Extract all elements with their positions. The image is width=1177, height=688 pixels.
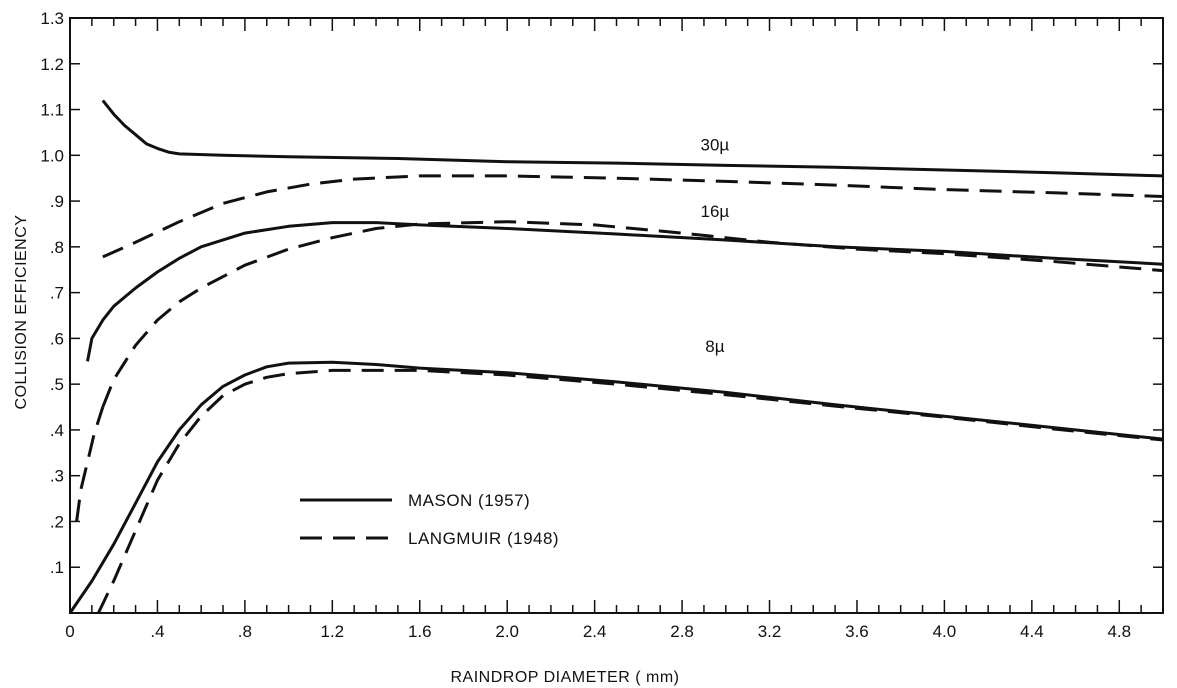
- y-tick-label: .2: [50, 512, 64, 531]
- mason-curve: [68, 360, 1164, 614]
- axis-tick-labels: 0 .4 .8 1.2 1.6 2.0 2.4 2.8 3.2 3.6 4.0 4.4 4.8 .1 .2.…: [40, 9, 1131, 641]
- x-tick-label: 3.2: [758, 622, 782, 641]
- x-tick-label: .8: [238, 622, 252, 641]
- plot-frame: [69, 17, 1164, 614]
- y-axis-title: COLLISION EFFICIENCY: [13, 215, 30, 410]
- x-tick-label: 0: [65, 622, 74, 641]
- legend-label: LANGMUIR (1948): [408, 529, 559, 548]
- curve-label: 16µ: [701, 202, 730, 221]
- y-tick-label: .7: [50, 284, 64, 303]
- legend: MASON (1957) LANGMUIR (1948): [300, 491, 559, 548]
- y-tick-label: .8: [50, 238, 64, 257]
- y-tick-label: .5: [50, 375, 64, 394]
- x-tick-label: 2.0: [495, 622, 519, 641]
- y-tick-label: .1: [50, 558, 64, 577]
- x-axis-title: RAINDROP DIAMETER ( mm): [451, 669, 680, 686]
- curve-label: 8µ: [705, 337, 724, 356]
- x-tick-label: 2.8: [670, 622, 694, 641]
- y-tick-label: .4: [50, 421, 64, 440]
- langmuir-curve: [102, 174, 1164, 259]
- y-tick-label: 1.3: [40, 9, 64, 28]
- y-tick-label: .9: [50, 192, 64, 211]
- x-tick-label: 4.0: [933, 622, 957, 641]
- mason-curve: [86, 221, 1164, 362]
- x-tick-label: 1.2: [320, 622, 344, 641]
- x-tick-label: 2.4: [583, 622, 607, 641]
- y-tick-label: .6: [50, 329, 64, 348]
- x-tick-label: 4.8: [1107, 622, 1131, 641]
- x-tick-label: 3.6: [845, 622, 869, 641]
- langmuir-curve: [97, 368, 1164, 614]
- langmuir-curve: [75, 406, 105, 522]
- curves: [68, 99, 1164, 614]
- mason-curve: [101, 99, 1164, 178]
- plot-border: [69, 17, 1164, 614]
- curve-annotations: 30µ 16µ 8µ: [701, 136, 730, 356]
- x-tick-label: 4.4: [1020, 622, 1044, 641]
- y-tick-label: 1.1: [40, 101, 64, 120]
- y-tick-label: 1.0: [40, 146, 64, 165]
- y-tick-label: 1.2: [40, 55, 64, 74]
- x-tick-label: .4: [150, 622, 164, 641]
- y-tick-label: .3: [50, 467, 64, 486]
- curve-label: 30µ: [701, 136, 730, 155]
- langmuir-curve: [101, 220, 1164, 408]
- legend-label: MASON (1957): [408, 491, 530, 510]
- x-tick-label: 1.6: [408, 622, 432, 641]
- axis-ticks: [69, 17, 1164, 614]
